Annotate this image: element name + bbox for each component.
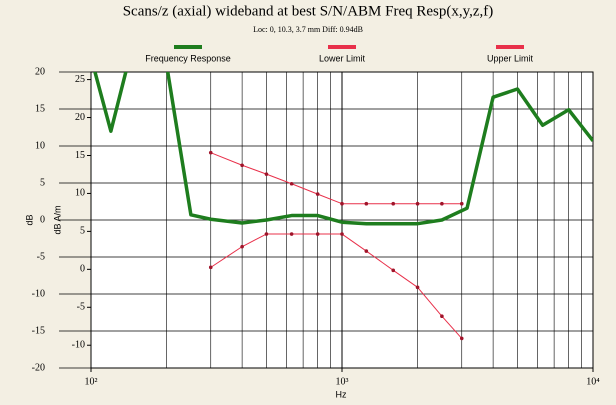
y2-tick-label: 25: [75, 74, 85, 85]
point: [240, 163, 244, 168]
y-tick-label: -15: [32, 325, 45, 336]
y2-tick-label: 20: [75, 112, 85, 123]
y-tick-label: 5: [40, 177, 45, 188]
x-tick-label: 10³: [336, 376, 349, 387]
series-line: [93, 72, 593, 226]
point: [391, 201, 396, 206]
legend-swatch: [496, 45, 524, 49]
point: [340, 232, 344, 236]
chart-title: Scans/z (axial) wideband at best S/N/ABM…: [123, 3, 494, 19]
point: [415, 285, 420, 290]
point: [315, 232, 320, 236]
y-tick-label: -5: [37, 251, 45, 262]
point: [440, 314, 444, 319]
point: [289, 181, 294, 186]
y2-tick-label: 5: [80, 226, 85, 237]
point: [208, 265, 213, 270]
point: [264, 232, 269, 236]
point: [364, 249, 369, 253]
y-tick-label: 10: [35, 140, 45, 151]
point: [340, 201, 344, 206]
point: [459, 336, 464, 341]
point: [391, 268, 396, 273]
plot-lines: [93, 72, 593, 341]
y-axis-label: dB: [24, 214, 34, 225]
y2-axis-label: dB A/m: [52, 205, 62, 234]
legend-label: Frequency Response: [145, 53, 231, 63]
point: [415, 201, 420, 206]
y-tick-label: -20: [32, 362, 45, 373]
y2-tick-label: 0: [80, 264, 85, 275]
legend-label: Upper Limit: [487, 53, 534, 63]
x-axis-label: Hz: [336, 389, 347, 399]
legend-label: Lower Limit: [319, 53, 366, 63]
point: [208, 150, 213, 155]
chart-subtitle: Loc: 0, 10.3, 3.7 mm Diff: 0.94dB: [253, 25, 363, 34]
y-tick-label: -10: [32, 288, 45, 299]
y2-tick-label: 15: [75, 150, 85, 161]
point: [315, 192, 320, 196]
y2-tick-label: -5: [77, 302, 85, 313]
y-tick-label: 0: [40, 214, 45, 225]
legend-swatch: [328, 45, 356, 49]
point: [364, 201, 369, 206]
x-tick-label: 10⁴: [586, 376, 600, 387]
y2-tick-label: -10: [72, 340, 85, 351]
y2-tick-label: 10: [75, 188, 85, 199]
y-tick-label: 15: [35, 103, 45, 114]
point: [440, 201, 444, 206]
point: [264, 172, 269, 176]
point: [289, 232, 294, 236]
point: [240, 244, 244, 249]
point: [459, 201, 464, 206]
legend-swatch: [174, 45, 202, 49]
y-tick-label: 20: [35, 66, 45, 77]
x-tick-label: 10²: [85, 376, 98, 387]
